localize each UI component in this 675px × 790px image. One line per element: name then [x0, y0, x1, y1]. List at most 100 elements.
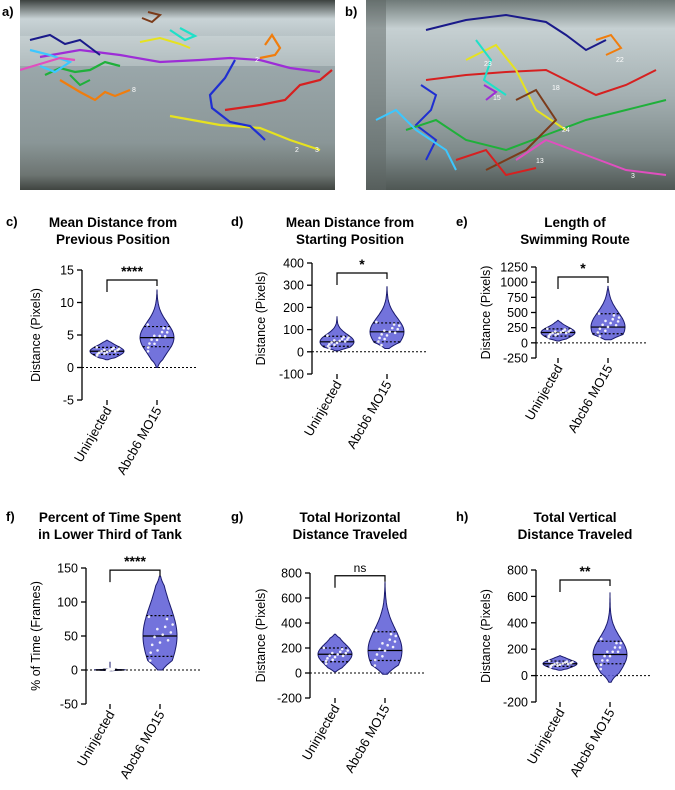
significance-bracket [557, 276, 609, 289]
data-point [112, 346, 116, 350]
y-tick-label: 0 [521, 336, 528, 350]
data-point [599, 667, 603, 671]
significance-label: ns [354, 561, 367, 575]
data-point [343, 340, 347, 343]
y-tick-label: 600 [281, 592, 302, 606]
y-tick-label: 1000 [500, 276, 528, 290]
data-point [153, 635, 156, 639]
data-point [613, 646, 617, 649]
data-point [344, 651, 348, 655]
data-point [163, 334, 167, 338]
y-tick-label: 15 [60, 264, 74, 278]
y-axis-title: Distance (Pixels) [254, 272, 268, 366]
y-tick-label: 250 [507, 321, 528, 335]
data-point [117, 347, 121, 350]
tank-background [20, 0, 335, 190]
data-point [375, 320, 378, 324]
data-point [563, 328, 567, 331]
data-point [599, 663, 603, 667]
panel-label: e) [456, 214, 468, 229]
data-point [564, 331, 568, 335]
tracking-photo-a: 3 8 2 2 [20, 0, 335, 190]
data-point [165, 331, 169, 334]
panel-label-a: a) [2, 4, 14, 19]
y-tick-label: 10 [60, 296, 74, 310]
data-point [391, 645, 395, 649]
track-number-label: 3 [315, 147, 319, 154]
data-point [171, 623, 174, 626]
data-point [377, 340, 380, 343]
track-number-label: 3 [631, 173, 635, 180]
data-point [608, 654, 612, 658]
data-point [103, 348, 106, 352]
data-point [347, 336, 350, 339]
data-point [549, 333, 552, 336]
data-point [561, 662, 565, 665]
data-point [146, 323, 150, 326]
data-point [606, 325, 610, 329]
chart-title: Length of [544, 215, 606, 230]
data-point [550, 663, 554, 667]
data-point [95, 345, 99, 349]
y-tick-label: 750 [507, 291, 528, 305]
data-point [373, 658, 377, 662]
panel-label: h) [456, 509, 468, 524]
tracking-photo-b: 23 18 15 22 24 13 3 [366, 0, 675, 190]
x-tick-label: Abcb6 MO15 [117, 708, 168, 781]
chart-panel-f: f) Percent of Time Spent in Lower Third of… [0, 505, 225, 790]
data-point [380, 343, 383, 347]
data-point [619, 641, 623, 645]
y-tick-label: 800 [281, 567, 302, 581]
chart-h: h) Total Vertical Distance Traveled -200 0 20… [456, 509, 650, 779]
x-tick-label: Abcb6 MO15 [567, 706, 618, 779]
data-point [162, 326, 165, 330]
x-tick-label: Uninjected [522, 362, 566, 423]
data-point [328, 346, 331, 350]
chart-panel-h: h) Total Vertical Distance Traveled -200 0 20… [450, 505, 675, 790]
chart-title: in Lower Third of Tank [38, 527, 182, 542]
data-point [556, 332, 560, 335]
data-point [393, 640, 397, 643]
track-number-label: 13 [536, 158, 544, 165]
y-tick-label: 100 [283, 323, 304, 337]
data-point [335, 341, 339, 345]
data-point [156, 649, 159, 652]
data-point [326, 334, 329, 337]
data-point [338, 650, 342, 654]
data-point [380, 333, 383, 336]
track-number-label: 8 [132, 87, 136, 94]
data-point [158, 641, 162, 644]
data-point [604, 319, 607, 323]
x-tick-label: Uninjected [524, 706, 568, 767]
data-point [100, 350, 103, 353]
data-point [386, 643, 389, 647]
y-axis-title: Distance (Pixels) [254, 589, 268, 683]
significance-label: ** [580, 563, 591, 579]
y-axis-title: Distance (Pixels) [29, 288, 43, 382]
data-point [149, 651, 152, 654]
data-point [388, 638, 392, 641]
data-point [165, 617, 169, 621]
data-point [558, 663, 562, 666]
panel-label: g) [231, 509, 243, 524]
data-point [378, 336, 381, 340]
panel-label: c) [6, 214, 18, 229]
data-point [160, 330, 164, 334]
significance-bracket [559, 579, 611, 592]
data-point [103, 352, 106, 355]
significance-bracket [106, 279, 158, 292]
data-point [340, 337, 344, 341]
data-point [166, 327, 170, 330]
data-point [161, 633, 165, 636]
data-point [326, 344, 330, 348]
y-tick-label: 150 [57, 562, 78, 576]
data-point [611, 317, 615, 321]
track-number-label: 2 [295, 147, 299, 154]
x-tick-label: Abcb6 MO15 [342, 702, 393, 775]
violin-0 [319, 316, 355, 352]
panel-label: f) [6, 509, 15, 524]
x-tick-label: Abcb6 MO15 [344, 378, 395, 451]
data-point [596, 331, 600, 334]
data-point [601, 659, 604, 662]
